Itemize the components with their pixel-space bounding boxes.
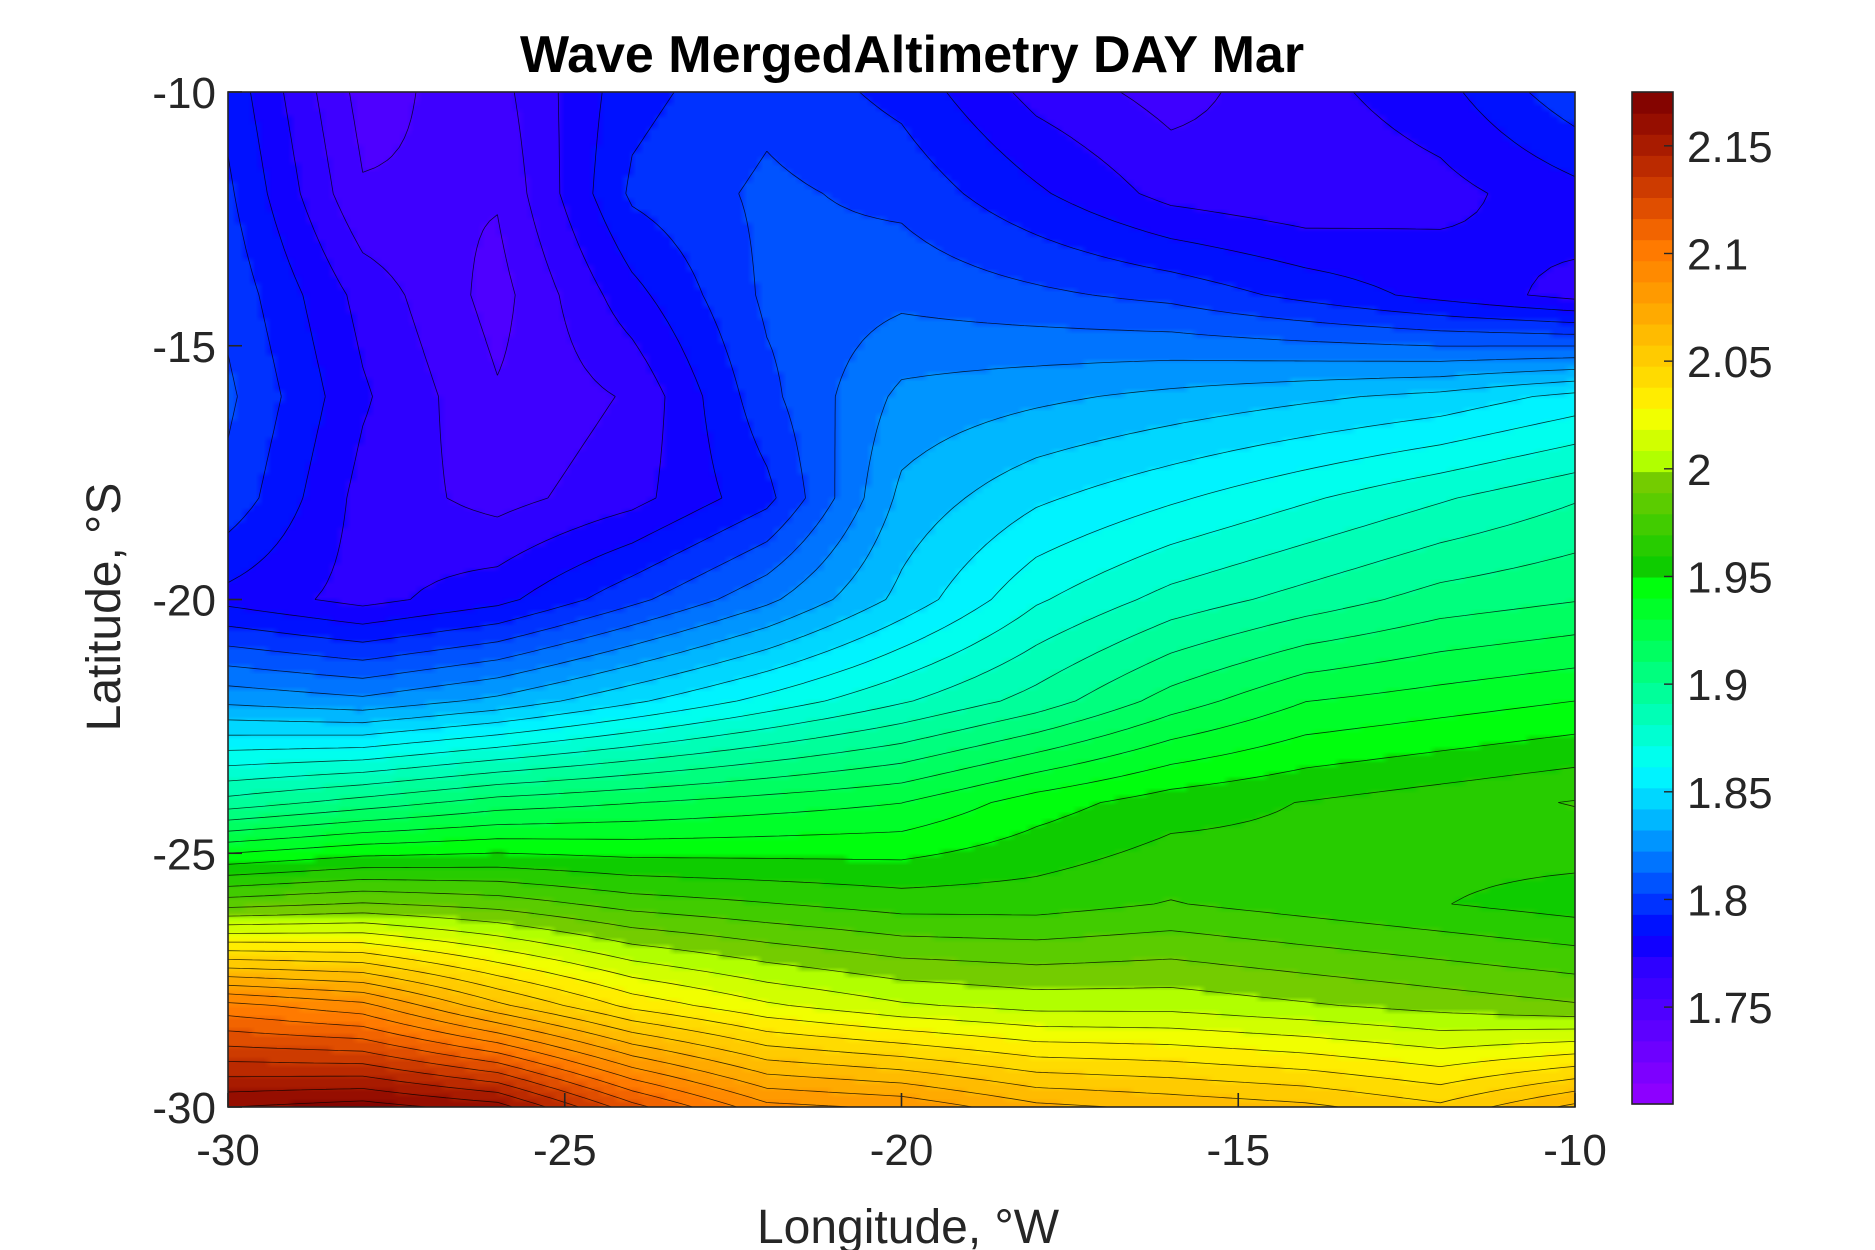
colorbar-segment [1632, 829, 1673, 852]
colorbar-segment [1632, 218, 1673, 241]
colorbar-segment [1632, 893, 1673, 915]
colorbar-segment [1632, 598, 1673, 620]
contour-fill [228, 92, 1575, 1107]
x-tick-label: -20 [870, 1126, 934, 1175]
colorbar-segment [1632, 682, 1673, 705]
colorbar-segment [1632, 1040, 1673, 1063]
y-axis: -10 -15 -20 -25 -30 [152, 69, 242, 1133]
colorbar-segment [1632, 302, 1673, 325]
colorbar-segment [1632, 197, 1673, 220]
colorbar-segment [1632, 1061, 1673, 1084]
colorbar-segment [1632, 176, 1673, 199]
colorbar-segment [1632, 935, 1673, 958]
colorbar-segment [1632, 977, 1673, 1000]
colorbar-segment [1632, 513, 1673, 536]
colorbar-frame [1631, 91, 1674, 1105]
colorbar-segment [1632, 661, 1673, 683]
x-axis-label: Longitude, °W [757, 1201, 1060, 1250]
colorbar-segment [1632, 998, 1673, 1021]
colorbar-segment [1632, 134, 1673, 156]
colorbar: 1.75 1.8 1.85 1.9 1.95 2 2.05 2.1 2.15 [1631, 91, 1773, 1105]
colorbar-segment [1632, 345, 1673, 367]
colorbar-tick-label: 2.15 [1687, 123, 1773, 172]
colorbar-tick-label: 2.05 [1687, 338, 1773, 387]
colorbar-segment [1632, 387, 1673, 409]
colorbar-segment [1632, 914, 1673, 936]
colorbar-segment [1632, 450, 1673, 473]
colorbar-segment [1632, 808, 1673, 831]
y-tick-label: -30 [152, 1084, 216, 1133]
colorbar-segment [1632, 323, 1673, 346]
colorbar-segment [1632, 260, 1673, 283]
colorbar-segment [1632, 113, 1673, 135]
colorbar-segment [1632, 787, 1673, 810]
y-axis-label: Latitude, °S [78, 483, 131, 732]
y-tick-label: -15 [152, 323, 216, 372]
colorbar-segment [1632, 239, 1673, 262]
colorbar-segment [1632, 281, 1673, 304]
colorbar-tick-label: 1.9 [1687, 661, 1748, 710]
colorbar-segment [1632, 851, 1673, 873]
colorbar-segment [1632, 724, 1673, 747]
y-tick-label: -20 [152, 577, 216, 626]
x-axis: -30 -25 -20 -15 -10 [196, 1093, 1607, 1175]
colorbar-segment [1632, 766, 1673, 789]
colorbar-tick-label: 1.95 [1687, 553, 1773, 602]
colorbar-segment [1632, 1019, 1673, 1042]
colorbar-tick-label: 1.8 [1687, 876, 1748, 925]
colorbar-segment [1632, 555, 1673, 578]
colorbar-tick-label: 1.75 [1687, 984, 1773, 1033]
colorbar-segment [1632, 429, 1673, 452]
colorbar-segment [1632, 366, 1673, 388]
colorbar-tick-label: 2 [1687, 446, 1711, 495]
contour-lines [227, 91, 1576, 1108]
y-tick-label: -10 [152, 69, 216, 118]
colorbar-segment [1632, 92, 1673, 114]
colorbar-segment [1632, 155, 1673, 177]
colorbar-segment [1632, 640, 1673, 662]
colorbar-segment [1632, 534, 1673, 557]
colorbar-segment [1632, 872, 1673, 894]
colorbar-segment [1632, 492, 1673, 515]
colorbar-segment [1632, 1082, 1673, 1105]
colorbar-segment [1632, 576, 1673, 599]
colorbar-segment [1632, 956, 1673, 979]
plot-area [227, 91, 1576, 1108]
colorbar-segment [1632, 408, 1673, 430]
colorbar-segment [1632, 471, 1673, 494]
chart-title: Wave MergedAltimetry DAY Mar [520, 26, 1304, 84]
x-tick-label: -25 [533, 1126, 597, 1175]
colorbar-segment [1632, 703, 1673, 726]
colorbar-tick-label: 2.1 [1687, 230, 1748, 279]
x-tick-label: -15 [1206, 1126, 1270, 1175]
colorbar-segment [1632, 619, 1673, 641]
x-tick-label: -30 [196, 1126, 260, 1175]
colorbar-tick-label: 1.85 [1687, 769, 1773, 818]
y-tick-label: -25 [152, 830, 216, 879]
x-tick-label: -10 [1543, 1126, 1607, 1175]
colorbar-segment [1632, 745, 1673, 768]
